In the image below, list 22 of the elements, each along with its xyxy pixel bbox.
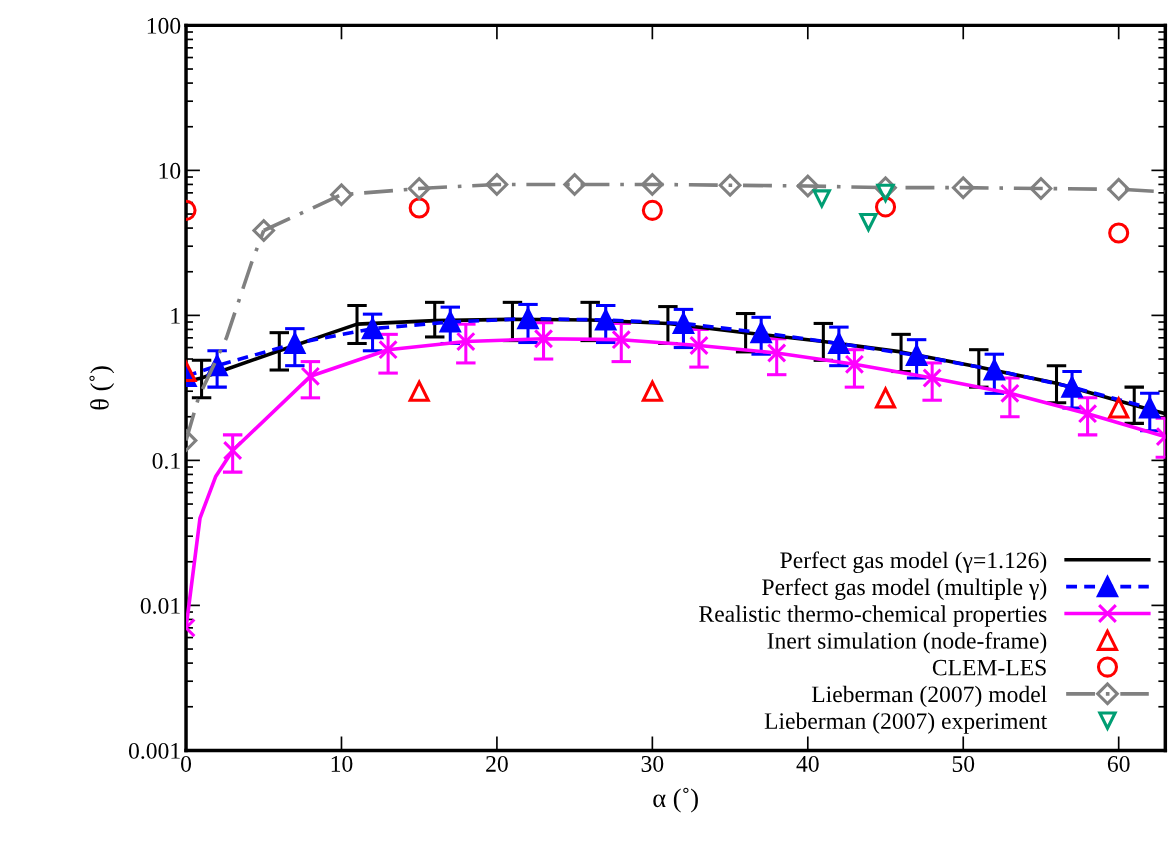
legend-label: CLEM-LES bbox=[932, 659, 1046, 676]
y-tick-label: 0.01 bbox=[140, 597, 180, 614]
legend-label: Realistic thermo-chemical properties bbox=[699, 605, 1047, 627]
x-tick-label: 60 bbox=[1107, 755, 1130, 772]
x-tick-label: 30 bbox=[641, 755, 664, 772]
y-tick-label: 10 bbox=[159, 162, 181, 179]
y-tick-label: 0.1 bbox=[152, 452, 180, 469]
legend-label: Lieberman (2007) experiment bbox=[764, 712, 1048, 734]
x-tick-label: 10 bbox=[331, 755, 353, 772]
legend-label: Perfect gas model (multiple γ) bbox=[762, 578, 1047, 601]
y-axis-title: θ (˚) bbox=[89, 366, 115, 410]
y-tick-label: 0.001 bbox=[128, 742, 180, 759]
y-tick-label: 100 bbox=[147, 17, 181, 34]
legend-label: Perfect gas model (γ=1.126) bbox=[780, 551, 1047, 574]
x-axis-title: α (˚) bbox=[653, 787, 698, 813]
legend-label: Lieberman (2007) model bbox=[811, 685, 1047, 708]
x-tick-label: 40 bbox=[796, 755, 819, 772]
x-tick-label: 50 bbox=[952, 755, 975, 772]
y-tick-label: 1 bbox=[171, 307, 180, 324]
x-tick-label: 20 bbox=[486, 755, 508, 772]
legend-label: Inert simulation (node-frame) bbox=[767, 631, 1047, 654]
x-tick-label: 0 bbox=[181, 755, 192, 772]
